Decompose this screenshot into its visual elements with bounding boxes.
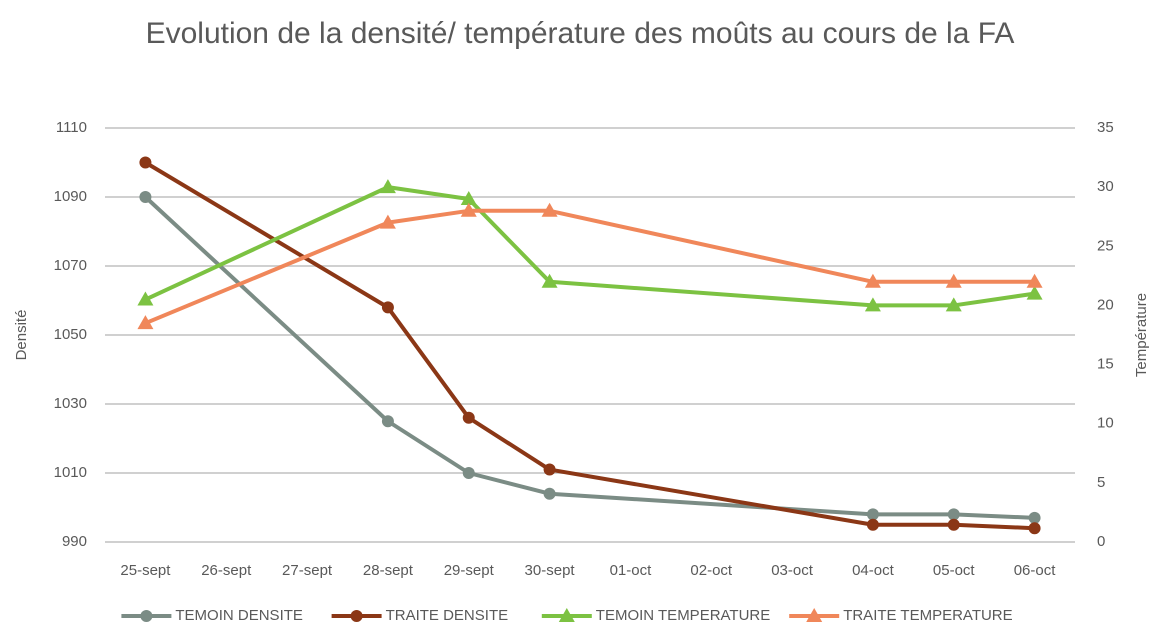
legend-label: TRAITE DENSITE	[386, 607, 509, 624]
data-point	[463, 467, 475, 479]
y2-tick-label: 30	[1097, 178, 1114, 195]
data-point	[948, 508, 960, 520]
x-tick-label: 06-oct	[1014, 562, 1057, 579]
x-tick-label: 02-oct	[690, 562, 733, 579]
series-line	[145, 197, 1034, 518]
x-tick-label: 28-sept	[363, 562, 414, 579]
x-tick-label: 01-oct	[610, 562, 653, 579]
series-line	[145, 187, 1034, 305]
legend-label: TRAITE TEMPERATURE	[843, 607, 1012, 624]
y-axis-label: Densité	[13, 310, 30, 361]
y-tick-label: 1050	[54, 326, 87, 343]
y2-tick-label: 5	[1097, 474, 1105, 491]
x-tick-label: 04-oct	[852, 562, 895, 579]
data-point	[463, 412, 475, 424]
y-tick-label: 1090	[54, 188, 87, 205]
y-tick-label: 1070	[54, 257, 87, 274]
data-point	[948, 519, 960, 531]
legend-label: TEMOIN TEMPERATURE	[596, 607, 770, 624]
x-tick-label: 26-sept	[201, 562, 252, 579]
y2-axis-label: Température	[1133, 293, 1150, 377]
legend-label: TEMOIN DENSITE	[175, 607, 303, 624]
data-point	[382, 301, 394, 313]
y-tick-label: 1110	[56, 119, 87, 136]
data-point	[382, 415, 394, 427]
x-tick-label: 05-oct	[933, 562, 976, 579]
y-tick-label: 1010	[54, 464, 87, 481]
y2-tick-label: 0	[1097, 533, 1105, 550]
y2-tick-label: 25	[1097, 237, 1114, 254]
y-tick-label: 1030	[54, 395, 87, 412]
data-point	[544, 464, 556, 476]
x-tick-label: 27-sept	[282, 562, 333, 579]
x-tick-label: 03-oct	[771, 562, 814, 579]
x-tick-label: 30-sept	[525, 562, 576, 579]
legend-marker	[351, 610, 363, 622]
y2-tick-label: 20	[1097, 296, 1114, 313]
data-point	[544, 488, 556, 500]
data-point	[867, 508, 879, 520]
data-point	[867, 519, 879, 531]
y2-tick-label: 10	[1097, 415, 1114, 432]
data-point	[139, 191, 151, 203]
data-point	[1029, 512, 1041, 524]
page: Densité Température 99010101030105010701…	[0, 0, 1158, 628]
y2-tick-label: 15	[1097, 356, 1114, 373]
legend-marker	[140, 610, 152, 622]
y-tick-label: 990	[62, 533, 87, 550]
x-tick-label: 29-sept	[444, 562, 495, 579]
data-point	[139, 157, 151, 169]
chart: Densité Température 99010101030105010701…	[0, 0, 1158, 628]
y2-tick-label: 35	[1097, 119, 1114, 136]
x-tick-label: 25-sept	[120, 562, 171, 579]
chart-title: Evolution de la densité/ température des…	[80, 12, 1080, 56]
data-point	[1029, 522, 1041, 534]
